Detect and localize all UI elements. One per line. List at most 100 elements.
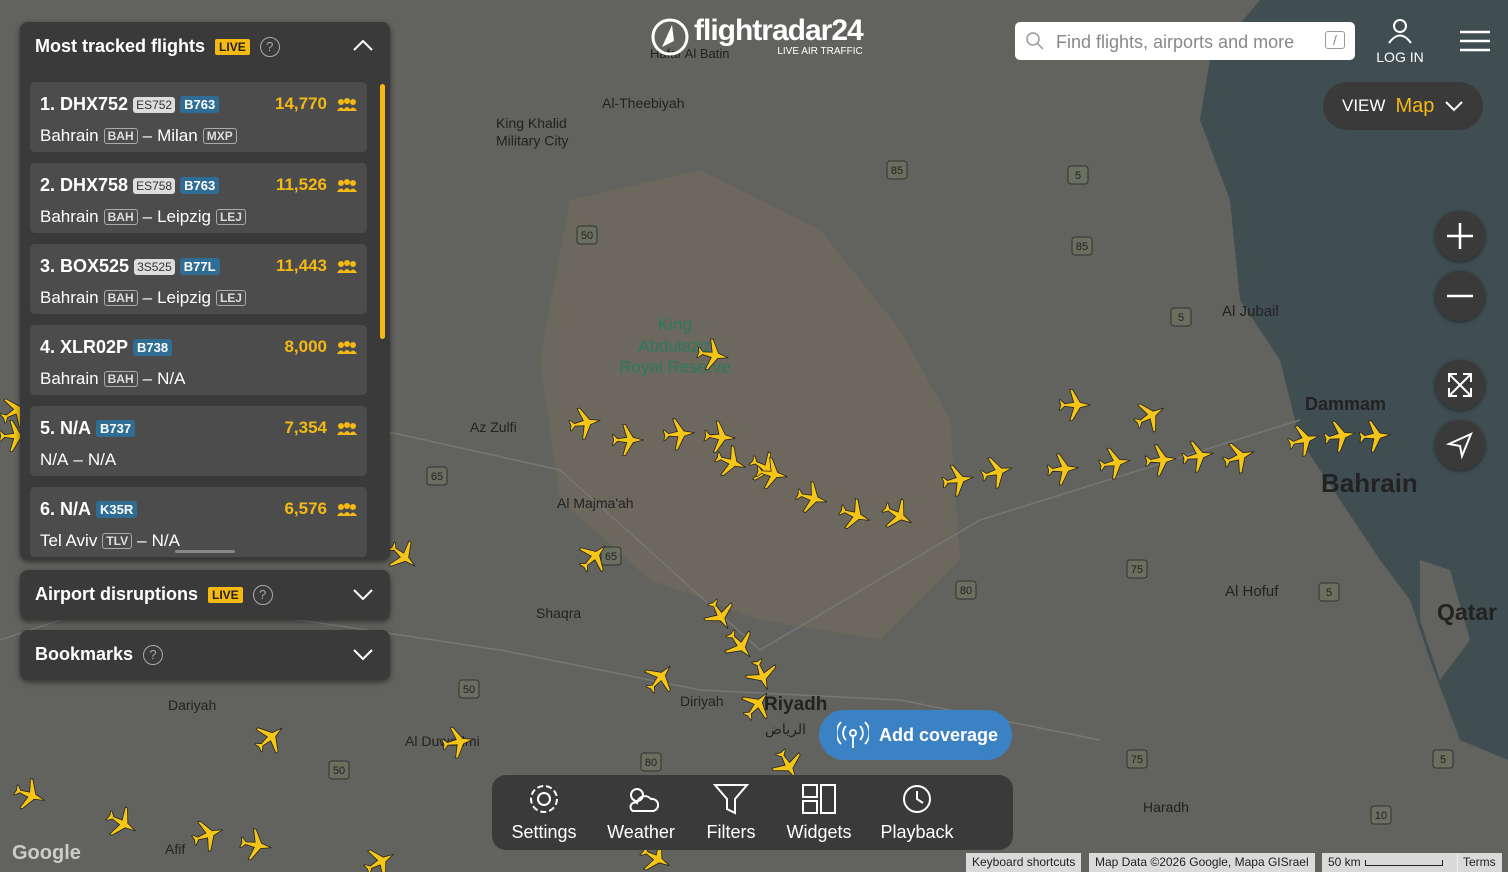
icon-part xyxy=(337,350,357,354)
icon-part xyxy=(338,504,344,510)
road-number: 50 xyxy=(333,765,345,777)
airport-disruptions[interactable]: Airport disruptions LIVE? xyxy=(20,570,390,620)
scrollbar[interactable] xyxy=(380,84,385,339)
people-icon xyxy=(337,422,357,435)
route-line: Bahrain BAH – Leipzig LEJ xyxy=(40,207,246,227)
toolbar-button[interactable]: Widgets xyxy=(774,783,864,843)
road-shield: 5 xyxy=(1067,165,1089,185)
live-badge: LIVE xyxy=(208,586,243,603)
terms[interactable]: Terms xyxy=(1457,853,1502,872)
shield-bg xyxy=(1370,805,1392,825)
view-value: Map xyxy=(1395,94,1435,117)
origin: Bahrain xyxy=(40,288,99,307)
toolbar-button[interactable]: Settings xyxy=(499,783,589,843)
chevron xyxy=(1445,101,1464,112)
map-data: Map Data ©2026 Google, Mapa GISrael xyxy=(1089,853,1315,872)
road-shield: 5 xyxy=(1318,582,1340,602)
menu-button[interactable] xyxy=(1460,30,1490,52)
shield-bg xyxy=(1170,307,1192,327)
road-shield: 75 xyxy=(1126,559,1148,579)
section-header: Bookmarks? xyxy=(35,644,164,665)
road-number: 85 xyxy=(891,165,903,177)
collapse-button[interactable] xyxy=(352,38,374,52)
toolbar-icon xyxy=(712,784,750,815)
help-icon[interactable]: ? xyxy=(259,36,280,57)
expand-button[interactable] xyxy=(352,648,374,662)
origin-code: BAH xyxy=(103,290,138,306)
rank: 4. xyxy=(40,337,56,357)
fullscreen[interactable] xyxy=(1435,360,1485,410)
shield-bg xyxy=(458,679,480,699)
flight-card[interactable]: 5. N/A B737 7,354 N/A – N/A xyxy=(30,406,367,476)
help-icon[interactable]: ? xyxy=(252,584,273,605)
add-coverage-button[interactable]: Add coverage xyxy=(819,710,1012,760)
road-shield: 75 xyxy=(1126,749,1148,769)
shield-bg xyxy=(640,752,662,772)
zoom-out[interactable] xyxy=(1435,271,1485,321)
shield-bg xyxy=(576,225,598,245)
destination: N/A xyxy=(151,531,180,550)
shield-bg xyxy=(886,160,908,180)
route-line: Bahrain BAH – Leipzig LEJ xyxy=(40,288,246,308)
icon-part xyxy=(338,99,344,105)
view-selector[interactable]: VIEW Map xyxy=(1323,82,1483,130)
help-icon[interactable]: ? xyxy=(143,644,164,665)
road-number: 5 xyxy=(1440,754,1446,766)
origin: N/A xyxy=(40,450,69,469)
tracking-count: 6,576 xyxy=(284,499,327,518)
expand-button[interactable] xyxy=(352,588,374,602)
bookmarks[interactable]: Bookmarks? xyxy=(20,630,390,680)
toolbar-label: Settings xyxy=(511,822,577,842)
road-shield: 65 xyxy=(600,546,622,566)
zoom-in[interactable] xyxy=(1435,211,1485,261)
origin: Bahrain xyxy=(40,369,99,388)
flight-card[interactable]: 3. BOX525 3S525 B77L 11,443 Bahrain BAH – Leipzi… xyxy=(30,244,367,314)
toolbar-button[interactable]: Weather xyxy=(596,783,686,843)
separator: – xyxy=(142,369,153,388)
keyboard-shortcuts[interactable]: Keyboard shortcuts xyxy=(966,853,1082,872)
icon-part xyxy=(350,504,356,510)
toolbar-icon xyxy=(802,784,836,814)
toolbar-button[interactable]: Filters xyxy=(686,783,776,843)
road-shield: 5 xyxy=(1432,749,1454,769)
flight-card[interactable]: 6. N/A K35R 6,576 Tel Aviv TLV – N/A xyxy=(30,487,367,557)
icon-part xyxy=(344,179,350,185)
place-label: Shaqra xyxy=(536,605,581,621)
road-number: 75 xyxy=(1131,754,1143,766)
destination: Leipzig xyxy=(157,288,211,307)
locate-icon xyxy=(1445,432,1473,460)
panel-header: Most tracked flights LIVE? xyxy=(35,36,280,57)
flight-card[interactable]: 4. XLR02P B738 8,000 Bahrain BAH – N/A xyxy=(30,325,367,395)
place-label: Al Jubail xyxy=(1222,303,1279,320)
toolbar-button[interactable]: Playback xyxy=(872,783,962,843)
road-shield: 80 xyxy=(955,580,977,600)
road-number: 85 xyxy=(1076,241,1088,253)
flight-code: ES758 xyxy=(133,177,176,194)
road-number: 5 xyxy=(1178,312,1184,324)
section-title: Bookmarks xyxy=(35,644,134,664)
toolbar-icon xyxy=(530,785,558,813)
antenna-icon xyxy=(837,721,869,748)
road-number: 5 xyxy=(1075,170,1081,182)
road-number: 50 xyxy=(581,230,593,242)
resize-handle[interactable] xyxy=(175,550,235,553)
icon-part xyxy=(338,261,344,267)
locate[interactable] xyxy=(1435,420,1485,470)
separator: – xyxy=(73,450,83,469)
flight-card[interactable]: 1. DHX752 ES752 B763 14,770 Bahrain BAH – Milan M… xyxy=(30,82,367,152)
destination: Leipzig xyxy=(157,207,211,226)
user-icon xyxy=(1388,19,1412,44)
live-badge: LIVE xyxy=(215,38,250,55)
place-label: Al-Theebiyah xyxy=(602,95,685,111)
place-label: Al Majma'ah xyxy=(557,495,634,511)
icon-part xyxy=(350,180,356,186)
callsign: DHX758 xyxy=(60,175,129,195)
login[interactable]: LOG IN xyxy=(1372,18,1428,65)
flight-card[interactable]: 2. DHX758 ES758 B763 11,526 Bahrain BAH – Leipzi… xyxy=(30,163,367,233)
logo[interactable]: flightradar24 LIVE AIR TRAFFIC xyxy=(650,16,864,57)
road-shield: 85 xyxy=(886,160,908,180)
destination-code: MXP xyxy=(202,128,237,144)
search-box[interactable]: Find flights, airports and more / xyxy=(1015,22,1355,60)
flight-line: 4. XLR02P B738 xyxy=(40,337,173,358)
icon-part xyxy=(350,342,356,348)
